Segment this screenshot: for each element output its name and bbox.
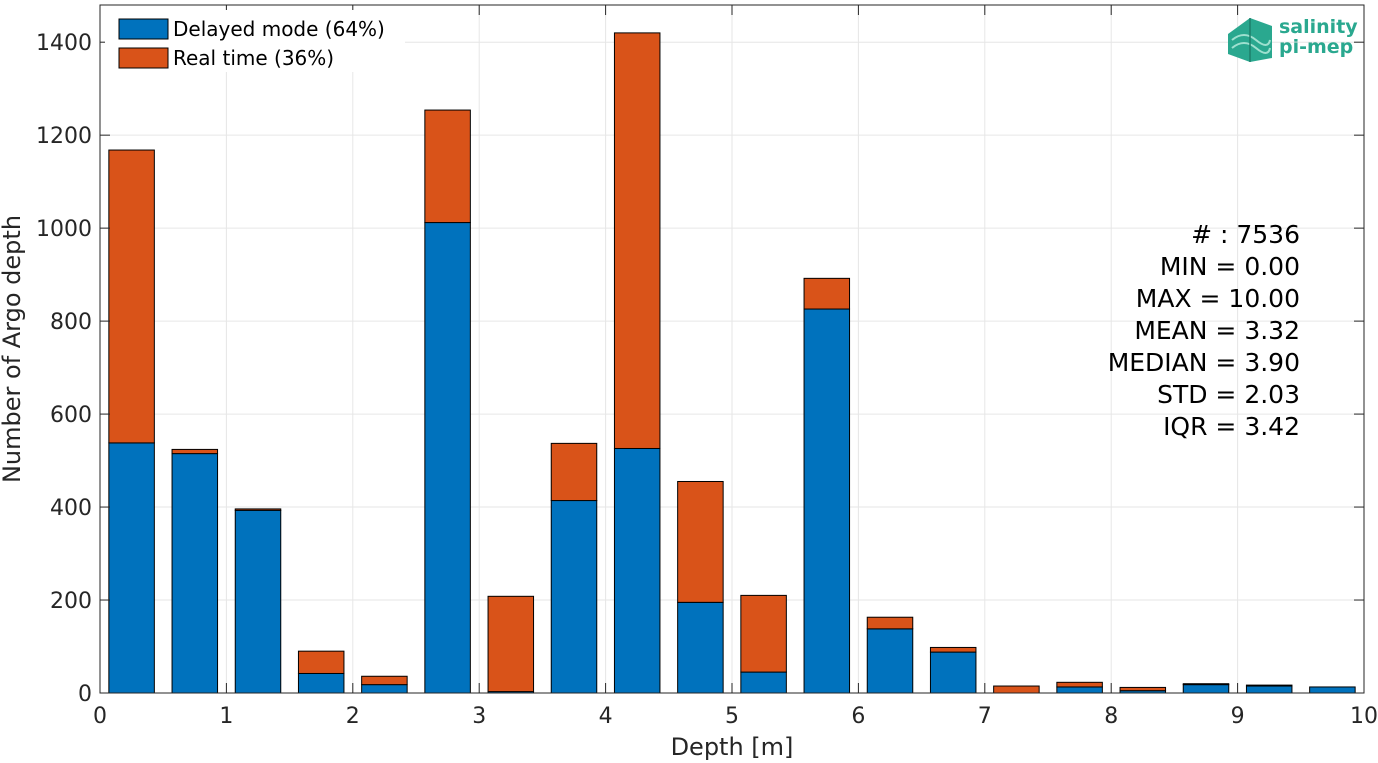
bar-real-time [866, 616, 914, 630]
bar-delayed-mode [424, 222, 471, 694]
stats-line: MEDIAN = 3.90 [1108, 348, 1300, 377]
y-tick-label: 1000 [36, 217, 92, 242]
x-tick-label: 3 [472, 704, 486, 729]
bar-delayed-mode [361, 684, 408, 694]
legend-swatch [118, 47, 169, 69]
stats-line: STD = 2.03 [1157, 380, 1300, 409]
y-tick-label: 1200 [36, 124, 92, 149]
bar-delayed-mode [108, 442, 155, 694]
bar-real-time [108, 149, 155, 444]
stats-line: MEAN = 3.32 [1134, 316, 1300, 345]
y-tick-label: 0 [78, 682, 92, 707]
bar-delayed-mode [677, 601, 724, 694]
bar-delayed-mode [929, 651, 977, 694]
bar-real-time [234, 508, 282, 511]
bar-real-time [1245, 684, 1293, 687]
bar-real-time [740, 594, 787, 673]
bar-real-time [1119, 686, 1167, 692]
bars [108, 32, 1356, 694]
stats-line: # : 7536 [1191, 220, 1300, 249]
bar-real-time [613, 32, 661, 449]
salinity-pi-mep-logo: salinity pi-mep [1228, 16, 1358, 62]
logo-text-line1: salinity [1279, 16, 1358, 38]
bar-delayed-mode [1309, 686, 1356, 694]
bar-delayed-mode [740, 671, 787, 694]
x-tick-label: 10 [1350, 704, 1378, 729]
bar-delayed-mode [803, 308, 851, 694]
y-tick-label: 1400 [36, 31, 92, 56]
stats-box: # : 7536 MIN = 0.00 MAX = 10.00 MEAN = 3.32… [1108, 220, 1300, 441]
bar-real-time [1056, 681, 1103, 688]
bar-real-time [171, 448, 219, 455]
bar-real-time [361, 675, 408, 686]
legend-entry: Delayed mode (64%) [173, 17, 385, 41]
bar-real-time [424, 109, 471, 224]
bar-real-time [550, 442, 598, 502]
bar-real-time [929, 646, 977, 653]
bar-delayed-mode [234, 509, 282, 694]
bar-delayed-mode [297, 672, 345, 694]
bar-real-time [677, 480, 724, 603]
y-axis-label: Number of Argo depth [0, 215, 26, 483]
x-tick-label: 4 [599, 704, 613, 729]
y-tick-label: 400 [50, 496, 92, 521]
bar-delayed-mode [866, 628, 914, 694]
x-tick-label: 7 [978, 704, 992, 729]
x-tick-label: 9 [1231, 704, 1245, 729]
x-tick-label: 6 [851, 704, 865, 729]
bar-real-time [803, 277, 851, 310]
legend: Delayed mode (64%) Real time (36%) [105, 10, 405, 72]
x-tick-label: 2 [346, 704, 360, 729]
bar-real-time [297, 650, 345, 674]
x-tick-label: 0 [93, 704, 107, 729]
bar-real-time [487, 595, 535, 693]
stats-line: MAX = 10.00 [1136, 284, 1300, 313]
y-tick-label: 600 [50, 403, 92, 428]
logo-icon [1228, 18, 1272, 62]
y-tick-label: 800 [50, 310, 92, 335]
y-tick-label: 200 [50, 589, 92, 614]
bar-real-time [993, 685, 1040, 694]
logo-text-line2: pi-mep [1279, 36, 1353, 58]
x-tick-label: 8 [1104, 704, 1118, 729]
x-tick-label: 5 [725, 704, 739, 729]
legend-swatch [118, 18, 169, 40]
x-tick-label: 1 [219, 704, 233, 729]
stats-line: IQR = 3.42 [1163, 412, 1300, 441]
axis-ticks: 0 1 2 3 4 5 6 7 8 9 10 0 200 400 600 800 1000 1200 1400 [36, 5, 1378, 729]
bar-delayed-mode [171, 453, 219, 694]
legend-entry: Real time (36%) [173, 46, 334, 70]
bar-delayed-mode [550, 500, 598, 694]
bar-delayed-mode [1245, 685, 1293, 694]
stats-line: MIN = 0.00 [1160, 252, 1300, 281]
bar-delayed-mode [1056, 686, 1103, 694]
bar-real-time [1182, 683, 1230, 686]
bar-delayed-mode [613, 447, 661, 694]
x-axis-label: Depth [m] [671, 733, 794, 761]
bar-delayed-mode [1182, 684, 1230, 694]
